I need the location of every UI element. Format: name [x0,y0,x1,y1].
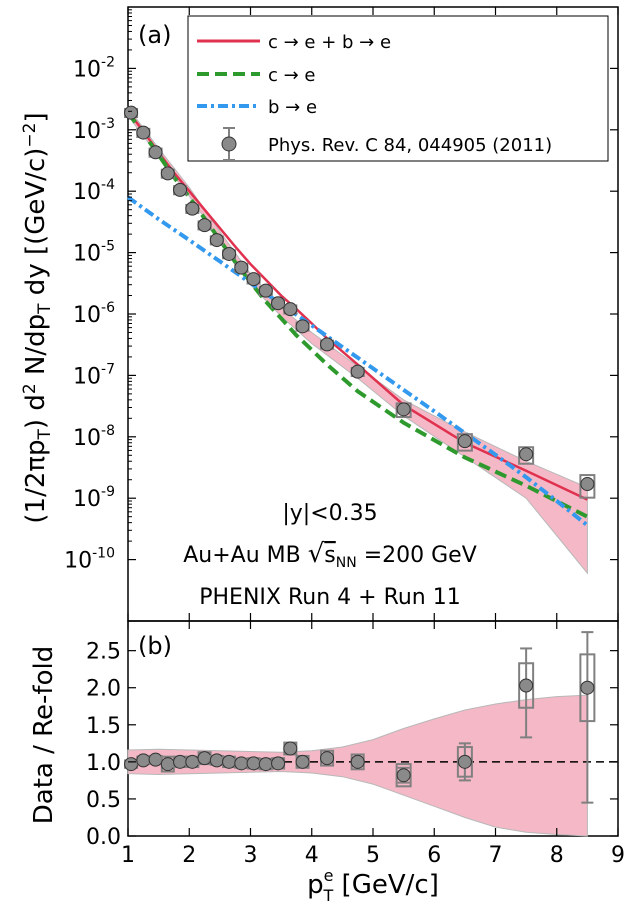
data-point-a [396,402,411,417]
y-tick-label-a: 10-3 [73,116,115,144]
data-point-b [136,753,151,768]
data-point-b [222,754,237,769]
y-tick-label-b: 2.5 [86,640,121,665]
y-tick-label-a: 10-4 [73,177,115,205]
annotation-snn: s [324,543,335,568]
data-point-a [295,319,310,334]
annotation-energy: =200 GeV [357,543,477,568]
data-point-a [124,105,139,120]
data-point-b [234,756,249,771]
legend-marker-dot [221,136,237,152]
y-tick-label-b: 1.5 [86,714,121,739]
sys-box-a [579,474,596,499]
data-point-a [173,182,188,197]
data-point-b [350,754,365,769]
data-point-b [283,741,298,756]
y-tick-label-a: 10-8 [73,423,115,451]
panel-b-y-ticks: 0.0 0.5 1.0 1.5 2.0 2.5 [86,640,618,850]
data-point-b [246,756,261,771]
series-line-2 [126,195,589,527]
y-tick-label-a: 10-10 [64,546,115,574]
panel-a-points [124,105,596,499]
data-point-a [222,246,237,261]
panel-b-label: (b) [138,632,172,660]
panel-b: (b) 0.0 0.5 1.0 1.5 2.0 2.5 1 2 3 4 5 6 7 8 9 Data / … [29,7,625,905]
data-point-b [185,754,200,769]
data-point-a [197,218,212,233]
legend: c → e + b → e c → e b → e Phys. Rev. C 8… [187,15,609,162]
data-point-b [396,768,411,783]
data-point-a [209,233,224,248]
legend-label-data: Phys. Rev. C 84, 044905 (2011) [268,135,552,156]
y-tick-label-b: 0.5 [86,788,121,813]
x-tick-label: 1 [121,843,135,868]
panel-b-points [124,631,596,804]
legend-label-charm: c → e [268,65,316,86]
data-point-a [457,434,472,449]
data-point-b [271,756,286,771]
data-point-a [258,283,273,298]
data-point-b [320,751,335,766]
data-point-a [519,447,534,462]
data-point-b [258,757,273,772]
data-point-b [160,757,175,772]
series-line-0 [127,110,588,501]
data-point-b [148,752,163,767]
x-axis-label: pe T [GeV/c] [307,866,439,905]
data-point-a [185,201,200,216]
legend-label-total: c → e + b → e [268,32,391,53]
annotation-run: PHENIX Run 4 + Run 11 [199,585,461,610]
data-point-b [519,678,534,693]
annotation-system: Au+Au MB √sNN =200 GeV [183,539,477,571]
x-tick-label: 3 [244,843,258,868]
data-point-a [136,125,151,140]
panel-a: (a) 10-1010-910-810-710-610-510-410-310-… [20,6,619,622]
x-tick-label: 4 [305,843,319,868]
data-point-b [580,680,595,695]
panel-b-y-axis-label: Data / Re-fold [29,646,59,824]
data-point-b [197,751,212,766]
data-point-a [234,260,249,275]
data-point-b [209,753,224,768]
annotation-system-text: Au+Au MB [183,543,307,568]
x-tick-label: 8 [550,843,564,868]
x-tick-label: 7 [489,843,503,868]
data-point-a [350,364,365,379]
data-point-a [160,166,175,181]
y-tick-label-b: 1.0 [86,751,121,776]
y-tick-label-a: 10-2 [73,54,115,82]
data-point-b [295,754,310,769]
panel-a-y-axis-label: (1/2πpT) d2 N/dpT dy [(GeV/c)−2] [20,112,55,523]
x-tick-label: 2 [182,843,196,868]
y-tick-label-a: 10-6 [73,300,115,328]
data-point-a [580,477,595,492]
annotation-snn-sub: NN [336,555,357,571]
data-point-a [320,337,335,352]
y-tick-label-b: 2.0 [86,677,121,702]
data-point-a [148,145,163,160]
panel-a-y-ticks: 10-10 10-9 10-8 10-7 10-6 10-5 10-4 10-3 10-2 [64,9,618,574]
y-tick-label-a: 10-5 [73,239,115,267]
x-tick-label: 5 [366,843,380,868]
data-point-a [246,272,261,287]
y-tick-label-a: 10-7 [73,361,115,389]
data-point-b [124,757,139,772]
data-point-b [173,754,188,769]
x-tick-label: 6 [427,843,441,868]
data-point-a [283,302,298,317]
y-tick-label-b: 0.0 [86,825,121,850]
x-tick-label: 9 [611,843,625,868]
legend-label-bottom: b → e [268,97,317,118]
data-point-a [271,296,286,311]
x-ticks: 1 2 3 4 5 6 7 8 9 [121,7,625,868]
annotation-rapidity: |y|<0.35 [282,501,377,526]
panel-a-label: (a) [138,21,171,49]
data-point-b [457,754,472,769]
sqrt-sign: √ [308,539,325,569]
y-tick-label-a: 10-9 [73,484,115,512]
